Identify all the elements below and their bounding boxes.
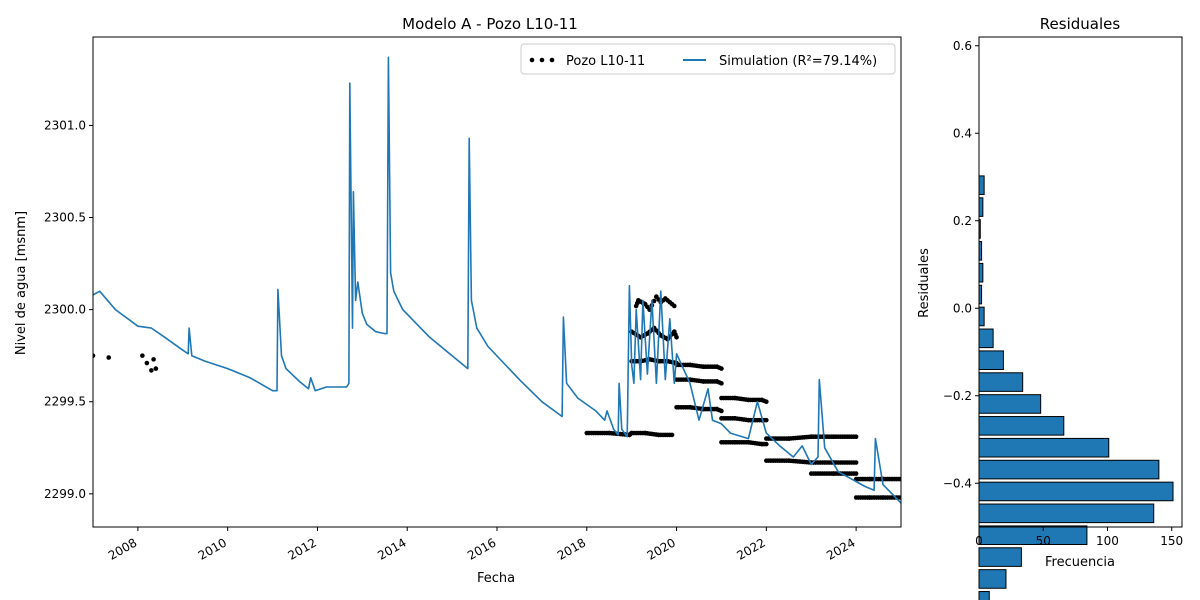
histogram-bar	[978, 175, 985, 195]
observed-series-segment	[674, 377, 724, 386]
observed-point	[144, 360, 150, 366]
histogram-bar	[978, 503, 1155, 524]
x-tick-label: 100	[1096, 534, 1119, 548]
observed-point	[669, 432, 675, 438]
x-tick-label: 2020	[645, 535, 678, 562]
observed-point	[853, 471, 859, 476]
histogram-bar	[978, 328, 994, 349]
legend-box	[520, 43, 896, 75]
observed-point	[898, 495, 901, 500]
legend: Pozo L10-11 Simulation (R²=79.14%)	[520, 43, 896, 75]
y-tick-label: −0.2	[943, 389, 972, 403]
observed-point	[719, 408, 724, 414]
legend-entry-observed: Pozo L10-11	[566, 54, 645, 69]
y-tick-label: 2300.0	[44, 303, 86, 317]
histogram-bar	[978, 416, 1065, 436]
x-tick-label: 2018	[555, 535, 588, 562]
histogram-bar	[978, 350, 1004, 370]
residuals-x-axis-label: Frecuencia	[1045, 555, 1115, 570]
observed-series-segment	[719, 439, 769, 447]
observed-series-segment	[808, 471, 859, 476]
x-tick-label: 2010	[196, 535, 229, 562]
observed-series-segment	[719, 395, 769, 405]
observed-point	[93, 353, 96, 358]
x-tick-label: 2016	[465, 535, 498, 562]
histogram-bar	[978, 547, 1022, 567]
observed-series-segment	[674, 362, 724, 371]
observed-point	[719, 381, 724, 386]
histogram-bar	[978, 569, 1007, 589]
y-tick-label: 0.6	[953, 39, 972, 53]
observed-point	[898, 476, 901, 482]
main-chart-title: Modelo A - Pozo L10-11	[402, 15, 578, 33]
x-tick-label: 2024	[824, 535, 857, 562]
main-x-axis-label: Fecha	[477, 571, 515, 586]
histogram-bar	[978, 262, 984, 283]
x-tick-label: 2012	[285, 535, 318, 562]
x-tick-label: 50	[1036, 534, 1051, 548]
observed-point	[853, 434, 859, 440]
legend-marker-dot	[529, 57, 535, 63]
y-tick-label: 0.4	[953, 126, 972, 140]
observed-point	[764, 441, 769, 447]
residuals-plot-area	[978, 175, 1174, 600]
observed-series-segment	[853, 476, 901, 482]
y-tick-label: 2299.5	[44, 395, 86, 409]
residuals-chart-title: Residuales	[1040, 15, 1121, 33]
histogram-bar	[978, 481, 1174, 502]
observed-series-segment	[629, 357, 679, 366]
observed-point	[106, 355, 112, 360]
y-tick-label: 2300.5	[44, 211, 86, 225]
main-chart: Modelo A - Pozo L10-11 Fecha Nivel de ag…	[14, 15, 902, 586]
observed-point	[764, 417, 769, 423]
histogram-bar	[978, 591, 990, 600]
observed-series-segment	[853, 495, 901, 500]
residuals-chart: Residuales Frecuencia Residuales 0 50 100 1…	[917, 15, 1183, 600]
x-tick-label: 2014	[375, 535, 408, 562]
main-plot-area	[93, 56, 901, 504]
observed-point	[140, 353, 145, 358]
legend-entry-simulation: Simulation (R²=79.14%)	[719, 54, 877, 69]
observed-series-segment	[764, 434, 859, 441]
observed-point	[672, 303, 677, 309]
observed-point	[153, 366, 159, 371]
observed-point	[151, 357, 156, 362]
observed-series-segment	[674, 404, 724, 414]
observed-series-segment	[93, 353, 159, 373]
histogram-bar	[978, 372, 1024, 392]
main-axes-frame	[92, 36, 902, 528]
simulation-line	[93, 56, 901, 504]
histogram-bar	[978, 525, 1088, 545]
residuals-y-axis-label: Residuales	[917, 248, 932, 318]
x-tick-label: 2022	[734, 535, 767, 562]
observed-point	[674, 334, 679, 340]
legend-marker-dot	[549, 57, 555, 63]
histogram-bar	[978, 306, 985, 327]
residuals-axes-frame	[978, 36, 1183, 528]
main-y-axis-label: Nivel de agua [msnm]	[14, 211, 29, 355]
observed-point	[764, 399, 769, 405]
residuals-ticks: 0 50 100 150 −0.4 −0.2 0.0 0.2 0.4 0.6	[943, 39, 1183, 548]
y-tick-label: 0.2	[953, 214, 972, 228]
histogram-bar	[978, 437, 1110, 458]
legend-marker-dot	[539, 57, 545, 63]
observed-point	[853, 460, 859, 465]
observed-series-segment	[584, 430, 675, 438]
y-tick-label: 2299.0	[44, 487, 86, 501]
x-tick-label: 0	[975, 534, 983, 548]
y-tick-label: −0.4	[943, 476, 972, 490]
observed-point	[149, 368, 154, 373]
observed-point	[651, 298, 657, 304]
x-tick-label: 2008	[106, 535, 139, 562]
histogram-bar	[978, 459, 1160, 480]
observed-series-segment	[633, 294, 677, 312]
y-tick-label: 0.0	[953, 301, 972, 315]
histogram-bar	[978, 394, 1042, 414]
observed-point	[719, 366, 724, 371]
y-tick-label: 2301.0	[44, 118, 86, 132]
histogram-bar	[978, 197, 984, 217]
main-ticks: 2008 2010 2012 2014 2016 2018 2020 2022 2024 2299…	[44, 118, 858, 562]
x-tick-label: 150	[1160, 534, 1183, 548]
